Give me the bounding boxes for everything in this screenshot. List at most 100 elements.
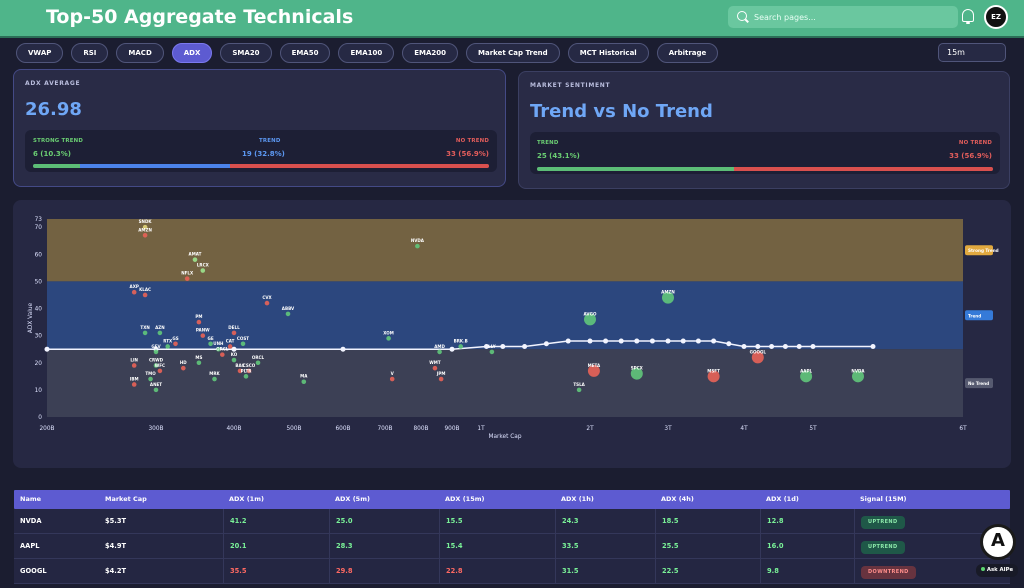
tab-ema50[interactable]: EMA50 <box>279 43 331 63</box>
tab-macd[interactable]: MACD <box>116 43 164 63</box>
tab-mct-historical[interactable]: MCT Historical <box>567 43 649 63</box>
search-box[interactable] <box>728 6 958 28</box>
column-header[interactable]: ADX (5m) <box>335 495 370 503</box>
tab-vwap[interactable]: VWAP <box>16 43 64 63</box>
tab-rsi[interactable]: RSI <box>71 43 109 63</box>
data-label: HD <box>180 360 187 365</box>
region-label: Strong Trend <box>968 248 999 253</box>
data-point-abbv <box>285 311 291 317</box>
y-tick-label: 20 <box>35 361 43 367</box>
ask-ai-button[interactable]: Ask AIPe <box>976 564 1018 577</box>
adx-value-cell: 9.8 <box>760 559 854 583</box>
table-row[interactable]: AAPL $4.9T 20.1 28.3 15.4 33.5 25.5 16.0 UPTREND <box>14 534 1010 559</box>
avatar[interactable]: EZ <box>984 5 1008 29</box>
symbol-cell: AAPL <box>20 542 40 550</box>
data-point-cvx <box>264 300 270 306</box>
table-body: NVDA $5.3T 41.2 25.0 15.5 24.3 18.5 12.8 UPTREND… <box>14 509 1010 584</box>
tab-ema100[interactable]: EMA100 <box>338 43 395 63</box>
data-point-xom <box>386 336 391 341</box>
signal-badge: DOWNTREND <box>861 566 916 579</box>
x-tick-label: 600B <box>335 426 350 432</box>
data-point-ma <box>301 379 307 385</box>
data-point-anet <box>153 387 159 393</box>
data-point-msft <box>707 370 720 383</box>
search-input[interactable] <box>754 6 949 28</box>
column-header[interactable]: Name <box>20 495 42 503</box>
x-tick-label: 6T <box>959 426 967 432</box>
x-tick-label: 400B <box>226 426 241 432</box>
adx-value-cell: 29.8 <box>329 559 439 583</box>
trend-line-point <box>870 343 876 349</box>
data-label: CVX <box>262 295 272 300</box>
data-point-mrk <box>212 376 217 382</box>
x-tick-label: 4T <box>740 426 748 432</box>
table-row[interactable]: NVDA $5.3T 41.2 25.0 15.5 24.3 18.5 12.8 UPTREND <box>14 509 1010 534</box>
adx-table: Name Market Cap ADX (1m) ADX (5m) ADX (15m) A… <box>14 490 1010 584</box>
column-header[interactable]: ADX (1d) <box>766 495 799 503</box>
trend-line-point <box>231 346 237 352</box>
adx-scatter-chart[interactable]: Strong Trend Trend No Trend 0 10 20 30 40 50 60 70… <box>13 200 1011 468</box>
data-label: CSCO <box>243 363 256 368</box>
signal-badge: UPTREND <box>861 516 905 529</box>
tab-market-cap-trend[interactable]: Market Cap Trend <box>466 43 560 63</box>
adx-value-cell: 35.5 <box>223 559 329 583</box>
table-row[interactable]: GOOGL $4.2T 35.5 29.8 22.8 31.5 22.5 9.8 DOWNTRE… <box>14 559 1010 584</box>
symbol-cell: GOOGL <box>20 567 47 575</box>
data-label: PM <box>195 314 202 319</box>
adx-value-cell: 15.5 <box>439 509 555 533</box>
data-label: NVDA <box>851 368 865 373</box>
y-tick-label: 70 <box>35 225 43 231</box>
tab-arbitrage[interactable]: Arbitrage <box>656 43 719 63</box>
adx-value-cell: 33.5 <box>555 534 655 558</box>
data-label: DELL <box>228 325 240 330</box>
adx-value-cell: 18.5 <box>655 509 760 533</box>
aipe-avatar-button[interactable]: A <box>980 524 1016 560</box>
adx-average-value: 26.98 <box>25 99 82 120</box>
region-badge <box>965 378 993 389</box>
column-header[interactable]: ADX (1h) <box>561 495 594 503</box>
signal-badge: UPTREND <box>861 541 905 554</box>
data-point-ge <box>208 341 213 347</box>
data-point-dell <box>231 330 237 336</box>
x-tick-label: 1T <box>477 426 485 432</box>
data-label: GE <box>208 336 214 341</box>
data-label: BAC <box>235 363 244 368</box>
sentiment-distribution-bar <box>537 167 993 171</box>
column-header[interactable]: Market Cap <box>105 495 147 503</box>
x-tick-label: 3T <box>664 426 672 432</box>
adx-value-cell: 22.8 <box>439 559 555 583</box>
tab-ema200[interactable]: EMA200 <box>402 43 459 63</box>
column-header[interactable]: ADX (15m) <box>445 495 485 503</box>
data-point-tsla <box>576 387 582 393</box>
timeframe-select[interactable]: 15m <box>938 43 1006 62</box>
tab-adx[interactable]: ADX <box>171 43 213 63</box>
data-point-ko <box>231 357 237 363</box>
market-sentiment-value: Trend vs No Trend <box>530 101 713 122</box>
region-badge <box>965 310 993 321</box>
column-header[interactable]: ADX (1m) <box>229 495 264 503</box>
y-axis-label: ADX Value <box>28 302 34 333</box>
data-label: KLAC <box>139 287 151 292</box>
column-header[interactable]: ADX (4h) <box>661 495 694 503</box>
data-label: TXN <box>140 325 150 330</box>
x-tick-label: 700B <box>377 426 392 432</box>
data-label: TMO <box>145 371 156 376</box>
adx-value-cell: 24.3 <box>555 509 655 533</box>
data-point-crwd <box>153 363 159 368</box>
data-label: XOM <box>383 330 394 335</box>
adx-value-cell: 31.5 <box>555 559 655 583</box>
market-sentiment-label: MARKET SENTIMENT <box>530 82 611 89</box>
symbol-cell: NVDA <box>20 517 42 525</box>
data-label: WFC <box>155 363 165 368</box>
data-label: V <box>391 371 395 376</box>
trend-line-point <box>726 341 732 347</box>
data-point-amat <box>192 257 198 262</box>
data-point-googl <box>751 351 764 364</box>
trend-line-point <box>769 343 775 349</box>
bell-icon[interactable] <box>962 9 974 24</box>
adx-distribution-bar <box>33 164 489 168</box>
tab-sma20[interactable]: SMA20 <box>220 43 272 63</box>
data-point-pm <box>196 319 202 325</box>
column-header[interactable]: Signal (15M) <box>860 495 907 503</box>
trend-line-point <box>695 338 701 344</box>
